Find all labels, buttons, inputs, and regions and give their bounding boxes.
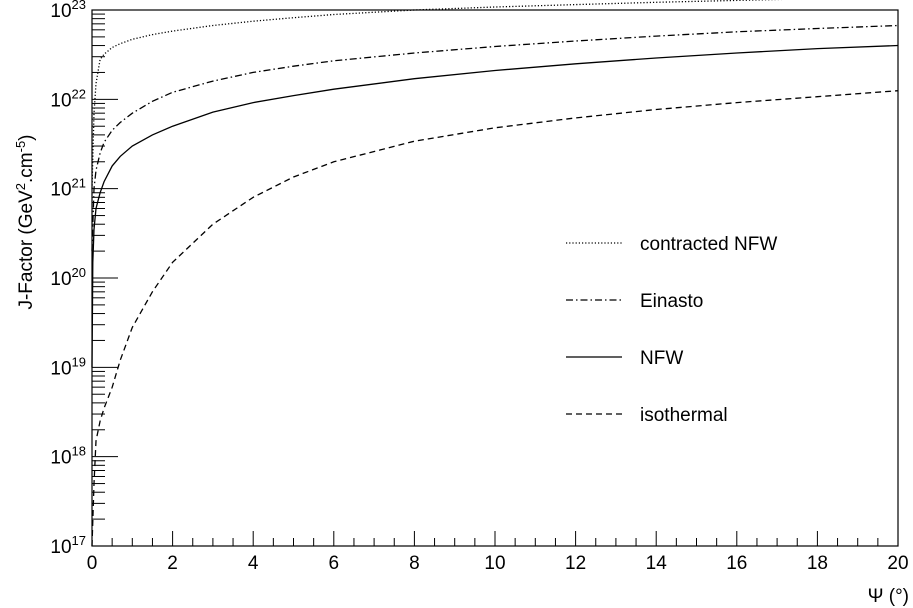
x-axis-tick-labels: 0 2 4 6 8 10 12 14 16 18 20 [87,553,909,574]
y-tick-label-exp-3: 20 [72,265,86,280]
x-tick-label-4: 8 [409,553,420,574]
y-axis-title-end: ) [16,134,37,140]
x-tick-label-5: 10 [484,553,505,574]
y-tick-label-exp-4: 21 [72,176,86,191]
x-axis-ticks [91,531,899,546]
y-tick-label-base-4: 10 [50,180,71,201]
y-tick-label-exp-0: 17 [72,533,86,548]
y-tick-label-base-0: 10 [50,537,71,558]
x-tick-label-3: 6 [329,553,340,574]
x-tick-label-10: 20 [887,553,908,574]
y-axis-title-sup2: -5 [13,141,28,153]
y-axis-title-base: J-Factor (GeV [16,190,37,310]
y-tick-label-exp-5: 22 [72,86,86,101]
x-tick-label-9: 18 [807,553,828,574]
legend-label-1: Einasto [640,291,703,312]
legend-label-3: isothermal [640,405,728,426]
y-axis-title-sup1: 2 [13,183,28,190]
legend-label-2: NFW [640,348,683,369]
series-line-3 [91,90,899,547]
y-tick-label-2: 1019 [50,354,86,379]
y-tick-label-0: 1017 [50,533,86,558]
x-tick-label-6: 12 [565,553,586,574]
x-axis-title: Ψ (°) [868,586,909,607]
y-tick-label-5: 1022 [50,86,86,111]
plot-frame [91,9,899,547]
y-axis-ticks [92,9,118,547]
series-line-1 [91,24,899,252]
y-tick-label-base-1: 10 [50,448,71,469]
y-tick-label-base-5: 10 [50,90,71,111]
y-axis-title: J-Factor (GeV2.cm-5) [13,134,38,309]
x-tick-label-0: 0 [87,553,98,574]
y-tick-label-exp-2: 19 [72,354,86,369]
x-tick-label-2: 4 [248,553,259,574]
x-tick-label-1: 2 [167,553,178,574]
y-tick-label-6: 1023 [50,0,86,22]
y-tick-label-exp-1: 18 [72,444,86,459]
legend-label-0: contracted NFW [640,234,777,255]
y-tick-label-base-2: 10 [50,358,71,379]
y-axis-title-mid: .cm [16,152,37,183]
series-line-2 [91,44,899,368]
y-tick-label-3: 1020 [50,265,86,290]
y-tick-label-1: 1018 [50,444,86,469]
y-tick-label-base-6: 10 [50,1,71,22]
y-tick-label-base-3: 10 [50,269,71,290]
series-layer [91,0,899,547]
x-tick-label-7: 14 [646,553,668,574]
legend: contracted NFW Einasto NFW isothermal [566,234,777,426]
y-tick-label-exp-6: 23 [72,0,86,12]
series-line-0 [91,0,784,189]
x-tick-label-8: 16 [726,553,747,574]
y-tick-label-4: 1021 [50,176,86,201]
